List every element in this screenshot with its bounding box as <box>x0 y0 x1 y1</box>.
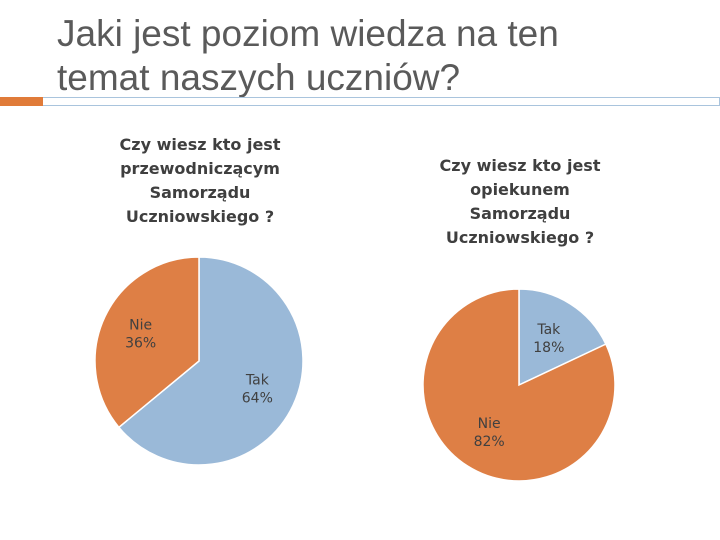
chart-2-title-line-3: Samorządu <box>469 204 571 223</box>
chart-2-slice-tak-category: Tak <box>536 322 561 338</box>
title-rule-line <box>43 97 720 106</box>
chart-2-title-line-1: Czy wiesz kto jest <box>439 156 601 175</box>
chart-2-title: Czy wiesz kto jest opiekunem Samorządu U… <box>400 154 640 250</box>
chart-2-slice-tak-label: Tak 18% <box>533 322 564 356</box>
slide-title: Jaki jest poziom wiedza na ten temat nas… <box>57 12 697 100</box>
chart-1-title-line-1: Czy wiesz kto jest <box>119 135 281 154</box>
chart-1-slice-nie-category: Nie <box>129 318 152 334</box>
chart-1-title-line-4: Uczniowskiego ? <box>125 207 275 226</box>
chart-2-title-line-2: opiekunem <box>470 180 570 199</box>
chart-2-slice-nie-label: Nie 82% <box>474 416 505 450</box>
chart-2-slice-nie-value: 82% <box>474 434 505 450</box>
chart-2-slice-nie-category: Nie <box>478 416 501 432</box>
chart-1-slice-nie-label: Nie 36% <box>125 318 156 352</box>
chart-1-title: Czy wiesz kto jest przewodniczącym Samor… <box>80 133 320 229</box>
chart-1-title-line-3: Samorządu <box>149 183 251 202</box>
chart-1-slice-tak-value: 64% <box>242 390 273 406</box>
chart-1-pie: Tak 64% Nie 36% <box>94 256 304 466</box>
chart-1-slice-tak-label: Tak 64% <box>242 372 273 406</box>
chart-1-slice-tak <box>117 256 304 466</box>
chart-2-slice-nie <box>422 288 616 482</box>
chart-1-slice-tak-category: Tak <box>245 372 270 388</box>
slide-title-line-2: temat naszych uczniów? <box>57 57 461 98</box>
chart-2-slice-tak-value: 18% <box>533 340 564 356</box>
title-rule-accent <box>0 97 43 106</box>
chart-2-pie: Tak 18% Nie 82% <box>422 288 616 482</box>
chart-2-slice-tak <box>518 288 607 387</box>
chart-1-title-line-2: przewodniczącym <box>120 159 280 178</box>
chart-2-title-line-4: Uczniowskiego ? <box>445 228 595 247</box>
chart-1-slice-nie <box>94 256 200 429</box>
chart-1-slice-nie-value: 36% <box>125 336 156 352</box>
slide-title-line-1: Jaki jest poziom wiedza na ten <box>57 13 559 54</box>
